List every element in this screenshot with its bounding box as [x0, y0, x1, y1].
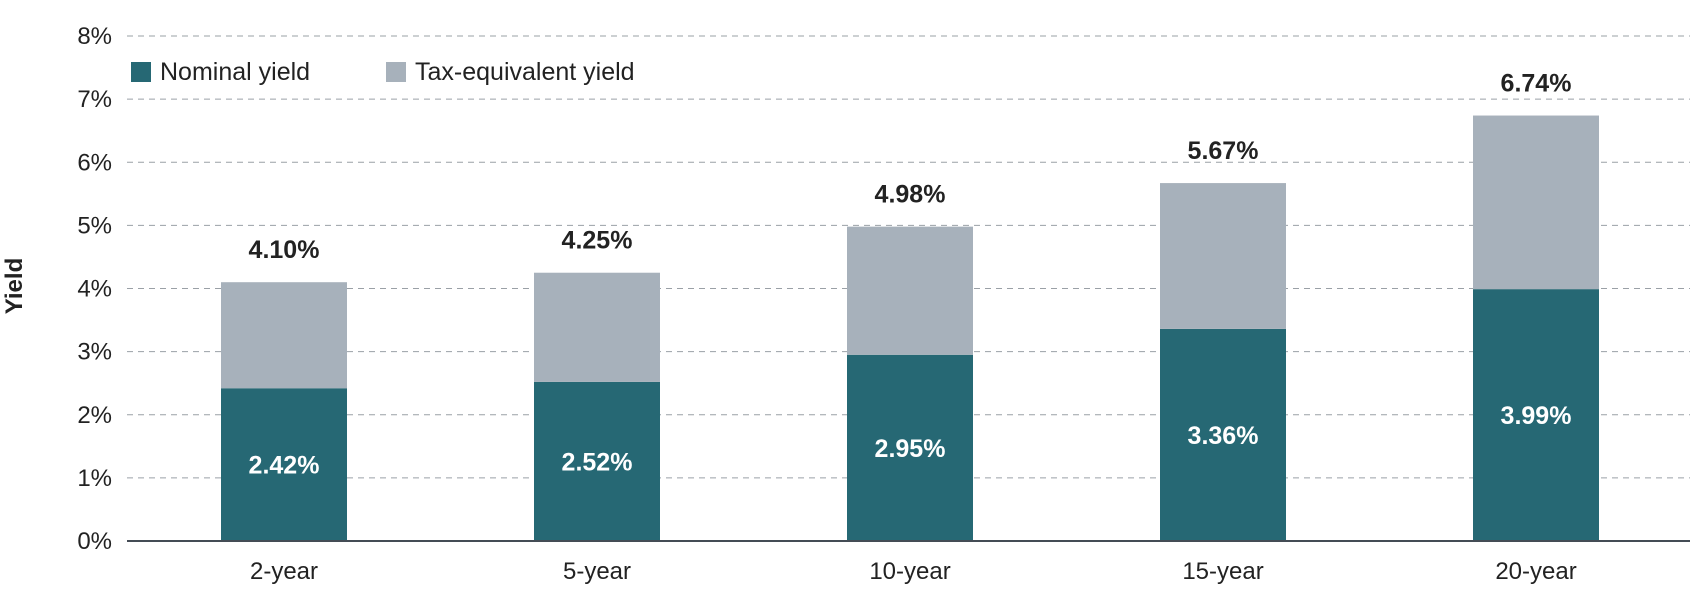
data-labels: 2.42% 4.10% 2.52% 4.25% 2.95% 4.98% 3.36% 5.67%… — [249, 70, 1572, 480]
x-category-label: 5-year — [563, 558, 631, 585]
data-label-nominal-5-year: 2.52% — [562, 448, 633, 476]
data-label-total-10-year: 4.98% — [875, 181, 946, 209]
data-label-total-20-year: 6.74% — [1501, 70, 1572, 98]
x-category-label: 10-year — [869, 558, 950, 585]
bar-nominal-yield-20-year — [1473, 289, 1599, 541]
data-label-total-2-year: 4.10% — [249, 236, 320, 264]
legend: Nominal yield Tax-equivalent yield — [131, 58, 635, 86]
bar-nominal-yield-5-year — [534, 381, 660, 541]
y-tick-label: 2% — [77, 402, 112, 429]
legend-swatch-tax-equivalent-yield — [386, 62, 406, 82]
bar-tax-equivalent-yield-10-year — [847, 226, 973, 355]
x-axis-categories: 2-year 5-year 10-year 15-year 20-year — [250, 558, 1577, 585]
y-tick-label: 3% — [77, 339, 112, 366]
data-label-nominal-2-year: 2.42% — [249, 452, 320, 480]
bar-nominal-yield-2-year — [221, 388, 347, 541]
x-category-label: 15-year — [1182, 558, 1263, 585]
bar-tax-equivalent-yield-20-year — [1473, 115, 1599, 290]
legend-swatch-nominal-yield — [131, 62, 151, 82]
bar-tax-equivalent-yield-5-year — [534, 272, 660, 382]
y-tick-label: 5% — [77, 212, 112, 239]
bar-tax-equivalent-yield-2-year — [221, 282, 347, 389]
y-tick-label: 0% — [77, 528, 112, 555]
x-category-label: 2-year — [250, 558, 318, 585]
legend-label-tax-equivalent-yield: Tax-equivalent yield — [415, 58, 635, 86]
data-label-nominal-20-year: 3.99% — [1501, 402, 1572, 430]
legend-label-nominal-yield: Nominal yield — [160, 58, 310, 86]
bars — [221, 115, 1599, 541]
data-label-nominal-10-year: 2.95% — [875, 435, 946, 463]
y-axis-title: Yield — [1, 258, 28, 314]
y-tick-label: 7% — [77, 86, 112, 113]
bar-nominal-yield-15-year — [1160, 328, 1286, 541]
y-tick-label: 4% — [77, 276, 112, 303]
y-axis-ticks: 0% 1% 2% 3% 4% 5% 6% 7% 8% — [77, 23, 112, 555]
data-label-total-5-year: 4.25% — [562, 227, 633, 255]
data-label-total-15-year: 5.67% — [1188, 137, 1259, 165]
bar-nominal-yield-10-year — [847, 354, 973, 541]
y-tick-label: 1% — [77, 465, 112, 492]
x-category-label: 20-year — [1495, 558, 1576, 585]
y-tick-label: 6% — [77, 149, 112, 176]
bar-tax-equivalent-yield-15-year — [1160, 183, 1286, 329]
data-label-nominal-15-year: 3.36% — [1188, 422, 1259, 450]
y-tick-label: 8% — [77, 23, 112, 50]
